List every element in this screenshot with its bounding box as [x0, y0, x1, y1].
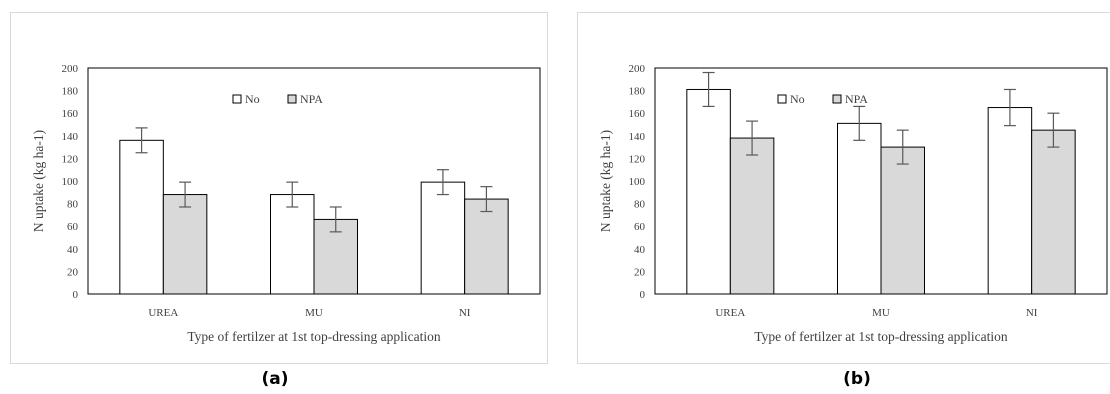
x-tick-label: MU — [872, 307, 890, 319]
y-tick-label: 120 — [629, 153, 646, 165]
bar-no-urea — [686, 88, 731, 295]
chart-a: 0 20 40 60 80 100 120 140 160 180 200 UREA MU NI Type … — [31, 63, 541, 344]
bar-npa-mu — [880, 146, 925, 295]
y-axis-title: N uptake (kg ha-1) — [31, 130, 46, 232]
y-tick-label: 120 — [62, 153, 79, 165]
y-tick-label: 140 — [62, 131, 79, 143]
legend-swatch-no — [232, 94, 242, 104]
y-tick-label: 80 — [634, 199, 646, 211]
bar-no-urea — [119, 139, 164, 295]
bar-no-mu — [270, 194, 315, 295]
y-tick-label: 40 — [67, 244, 79, 256]
x-tick-label: MU — [305, 307, 323, 319]
y-tick-label: 100 — [62, 176, 79, 188]
legend-swatch-npa — [832, 94, 842, 104]
chart-b: 0 20 40 60 80 100 120 140 160 180 200 UREA MU NI Type … — [598, 63, 1108, 344]
y-tick-label: 180 — [62, 86, 79, 98]
x-tick-label: NI — [459, 307, 471, 319]
y-tick-label: 100 — [629, 176, 646, 188]
legend-swatch-npa — [287, 94, 297, 104]
y-tick-label: 20 — [634, 266, 646, 278]
x-axis-title: Type of fertilzer at 1st top-dressing ap… — [187, 329, 440, 344]
y-tick-label: 40 — [634, 244, 646, 256]
bar-npa-urea — [162, 194, 208, 295]
bar-npa-ni — [1031, 129, 1076, 295]
legend-label-no: No — [790, 92, 805, 106]
y-tick-label: 60 — [67, 221, 79, 233]
bar-npa-urea — [729, 137, 775, 295]
caption-a: (a) — [261, 369, 289, 389]
y-tick-label: 200 — [62, 63, 79, 75]
x-tick-label: UREA — [715, 307, 745, 319]
y-tick-label: 20 — [67, 266, 79, 278]
x-tick-label: UREA — [148, 307, 178, 319]
caption-b: (b) — [843, 369, 871, 389]
y-tick-label: 60 — [634, 221, 646, 233]
y-tick-label: 0 — [73, 289, 79, 301]
legend-label-no: No — [245, 92, 260, 106]
bar-no-ni — [987, 107, 1033, 295]
x-axis-title: Type of fertilzer at 1st top-dressing ap… — [754, 329, 1007, 344]
y-tick-label: 180 — [629, 86, 646, 98]
x-tick-label: NI — [1026, 307, 1038, 319]
bar-no-ni — [420, 181, 466, 295]
y-tick-label: 140 — [629, 131, 646, 143]
bar-npa-ni — [464, 198, 509, 295]
y-tick-label: 0 — [640, 289, 646, 301]
legend-label-npa: NPA — [300, 92, 323, 106]
y-tick-label: 160 — [629, 108, 646, 120]
y-tick-label: 200 — [629, 63, 646, 75]
y-tick-label: 80 — [67, 199, 79, 211]
legend-swatch-no — [777, 94, 787, 104]
y-tick-label: 160 — [62, 108, 79, 120]
legend-label-npa: NPA — [845, 92, 868, 106]
chart-panel-a: 0 20 40 60 80 100 120 140 160 180 200 UREA MU NI Type … — [10, 12, 548, 364]
chart-panel-b: 0 20 40 60 80 100 120 140 160 180 200 UREA MU NI Type … — [577, 12, 1110, 364]
y-axis-title: N uptake (kg ha-1) — [598, 130, 613, 232]
bar-no-mu — [837, 122, 882, 295]
